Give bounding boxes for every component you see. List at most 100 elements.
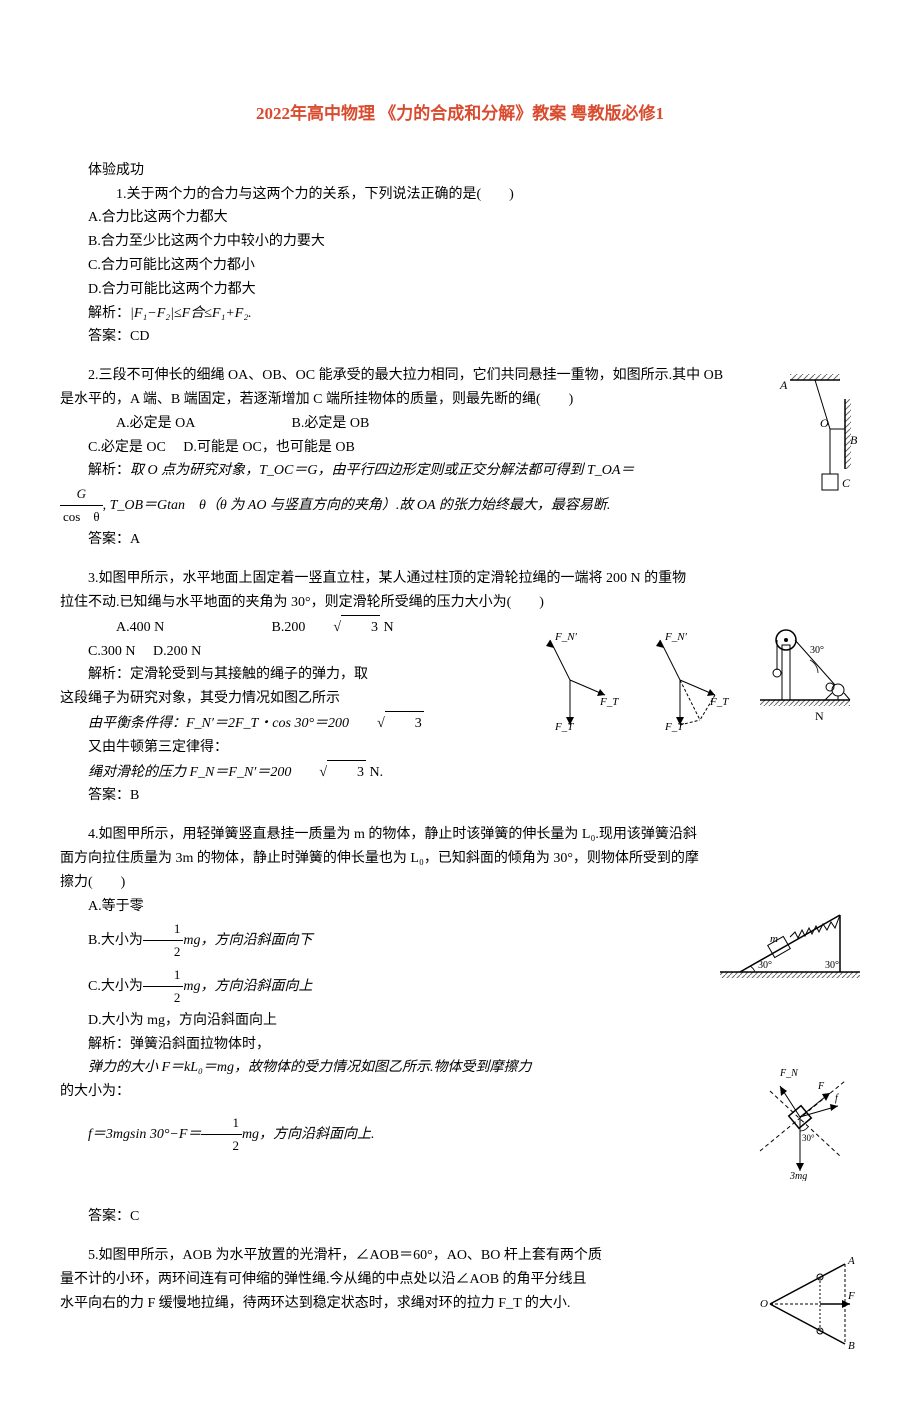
problem-5: O A B F 5.如图甲所示，AOB 为水平放置的光滑杆，∠AOB＝60°，A… [60,1244,860,1373]
p4-sol-label: 解析： [88,1037,130,1052]
p4-c-den: 2 [143,987,184,1009]
p2-sol-text-2: , T_OB＝Gtan θ（θ 为 AO 与竖直方向的夹角）.故 OA 的张力始… [103,498,611,513]
p3-question-2: 拉住不动.已知绳与水平地面的夹角为 30°，则定滑轮所受绳的压力大小为( ) [60,591,860,615]
p1-ans-label: 答案： [88,329,130,344]
p4-ans-text: C [130,1209,139,1224]
p5-question-2: 量不计的小环，两环间连有可伸缩的弹性绳.今从绳的中点处以沿∠AOB 的角平分线且 [60,1268,860,1292]
p4-question-2: 面方向拉住质量为 3m 的物体，静止时弹簧的伸长量也为 L₀，已知斜面的倾角为 … [60,847,860,871]
svg-text:A: A [847,1255,855,1267]
p3-b-sqrt: 3 [341,615,380,640]
p3-option-d: D.200 N [153,644,201,659]
p3-option-c: C.300 N [88,644,135,659]
p1-ans-text: CD [130,329,149,344]
p1-sol-text: |F₁−F₂|≤F合≤F₁+F₂. [130,306,252,321]
svg-text:F_N′: F_N′ [554,631,578,643]
p4-sol4-pre: f＝3mgsin 30°−F＝ [88,1127,201,1142]
svg-text:F_T: F_T [554,721,574,733]
p1-option-b: B.合力至少比这两个力中较小的力要大 [60,230,860,254]
p4-sol4-den: 2 [201,1135,242,1157]
p4-b-den: 2 [143,941,184,963]
p2-options-ab: A.必定是 OA B.必定是 OB [60,412,860,436]
p4-diagram-1: m 30° 30° [720,900,860,999]
p4-b-post: mg，方向沿斜面向下 [183,933,312,948]
problem-1: 体验成功 1.关于两个力的合力与这两个力的关系，下列说法正确的是( ) A.合力… [60,159,860,349]
svg-text:O: O [760,1298,768,1310]
problem-4: 4.如图甲所示，用轻弹簧竖直悬挂一质量为 m 的物体，静止时该弹簧的伸长量为 L… [60,823,860,1229]
svg-text:N: N [815,709,824,723]
p2-question-2: 是水平的，A 端、B 端固定，若逐渐增加 C 端所挂物体的质量，则最先断的绳( … [60,388,860,412]
p2-fraction: G cos θ [60,483,103,528]
svg-text:F_N: F_N [779,1068,799,1079]
p4-solution-3: 的大小为： [60,1080,860,1104]
p2-sol-label: 解析： [88,463,130,478]
svg-text:30°: 30° [810,645,824,656]
p3-option-b: B.200 [272,620,306,635]
p4-ans-label: 答案： [88,1209,130,1224]
p1-answer: 答案：CD [60,325,860,349]
p5-diagram: O A B F [760,1249,860,1368]
p2-option-c: C.必定是 OC [88,440,166,455]
svg-text:F: F [817,1081,825,1092]
p4-sol-text-1: 弹簧沿斜面拉物体时， [130,1037,270,1052]
problem-2: A O B C 2.三段不可伸长的细绳 OA、OB、OC 能承受的最大拉力相同，… [60,364,860,552]
svg-text:30°: 30° [802,1133,815,1143]
p3-sol5-sqrt: 3 [327,760,366,785]
p3-question-1: 3.如图甲所示，水平地面上固定着一竖直立柱，某人通过柱顶的定滑轮拉绳的一端将 2… [60,567,860,591]
p2-ans-label: 答案： [88,532,130,547]
svg-text:B: B [850,433,858,447]
p2-option-b: B.必定是 OB [292,416,370,431]
p4-c-post: mg，方向沿斜面向上 [183,978,312,993]
p1-option-d: D.合力可能比这两个力都大 [60,278,860,302]
p4-c-num: 1 [143,964,184,987]
svg-text:C: C [842,476,851,490]
svg-text:F: F [847,1290,855,1302]
p4-b-num: 1 [143,918,184,941]
svg-text:3mg: 3mg [789,1171,807,1181]
p2-option-d: D.可能是 OC，也可能是 OB [183,440,355,455]
p4-c-pre: C.大小为 [88,978,143,993]
svg-text:F_T: F_T [664,721,684,733]
p4-solution-1: 解析：弹簧沿斜面拉物体时， [60,1033,860,1057]
p4-answer: 答案：C [60,1205,860,1229]
svg-text:30°: 30° [825,960,839,971]
p3-ans-text: B [130,788,139,803]
svg-text:30°: 30° [758,960,772,971]
svg-text:F_T: F_T [709,696,729,708]
p2-frac-num: G [60,483,103,506]
p3-answer: 答案：B [60,784,860,808]
p4-sol4-num: 1 [201,1112,242,1135]
p2-answer: 答案：A [60,528,860,552]
p3-b-unit: N [380,620,394,635]
p3-sol3-pre: 由平衡条件得：F_N′＝2F_T・cos 30°＝200 [88,716,349,731]
p1-option-c: C.合力可能比这两个力都小 [60,254,860,278]
p2-question-1: 2.三段不可伸长的细绳 OA、OB、OC 能承受的最大拉力相同，它们共同悬挂一重… [60,364,860,388]
p2-frac-den: cos θ [60,506,103,528]
p2-option-a: A.必定是 OA [88,412,288,436]
p4-solution-2: 弹力的大小 F＝kL₀＝mg，故物体的受力情况如图乙所示.物体受到摩擦力 [60,1056,860,1080]
p5-question-3: 水平向右的力 F 缓慢地拉绳，待两环达到稳定状态时，求绳对环的拉力 F_T 的大… [60,1292,860,1316]
p4-sol-text-2: 弹力的大小 F＝kL₀＝mg，故物体的受力情况如图乙所示.物体受到摩擦力 [88,1060,532,1075]
svg-text:A: A [779,378,788,392]
p2-sol-text-1: 取 O 点为研究对象，T_OC＝G，由平行四边形定则或正交分解法都可得到 T_O… [130,463,634,478]
svg-text:F_T: F_T [599,696,619,708]
p4-question-1: 4.如图甲所示，用轻弹簧竖直悬挂一质量为 m 的物体，静止时该弹簧的伸长量为 L… [60,823,860,847]
svg-text:f: f [835,1093,839,1104]
p2-solution-1: 解析：取 O 点为研究对象，T_OC＝G，由平行四边形定则或正交分解法都可得到 … [60,459,860,483]
p3-sol-text-1: 定滑轮受到与其接触的绳子的弹力，取 [130,667,368,682]
p2-options-cd: C.必定是 OC D.可能是 OC，也可能是 OB [60,436,860,460]
p3-solution-5: 绳对滑轮的压力 F_N＝F_N′＝2003 N. [60,760,860,785]
problem-3: 3.如图甲所示，水平地面上固定着一竖直立柱，某人通过柱顶的定滑轮拉绳的一端将 2… [60,567,860,808]
header-label: 体验成功 [60,159,860,183]
p3-option-a: A.400 N [88,616,268,640]
p2-solution-2: G cos θ , T_OB＝Gtan θ（θ 为 AO 与竖直方向的夹角）.故… [60,483,860,528]
p4-solution-4: f＝3mgsin 30°−F＝12mg，方向沿斜面向上. [60,1112,860,1157]
p3-sol3-sqrt: 3 [385,711,424,736]
svg-text:F_N′: F_N′ [664,631,688,643]
p1-question: 1.关于两个力的合力与这两个力的关系，下列说法正确的是( ) [60,183,860,207]
p4-option-d: D.大小为 mg，方向沿斜面向上 [60,1009,860,1033]
svg-text:m: m [770,933,778,945]
svg-text:O: O [820,416,829,430]
p1-solution: 解析：|F₁−F₂|≤F合≤F₁+F₂. [60,302,860,326]
page-title: 2022年高中物理 《力的合成和分解》教案 粤教版必修1 [60,100,860,129]
p4-b-pre: B.大小为 [88,933,143,948]
